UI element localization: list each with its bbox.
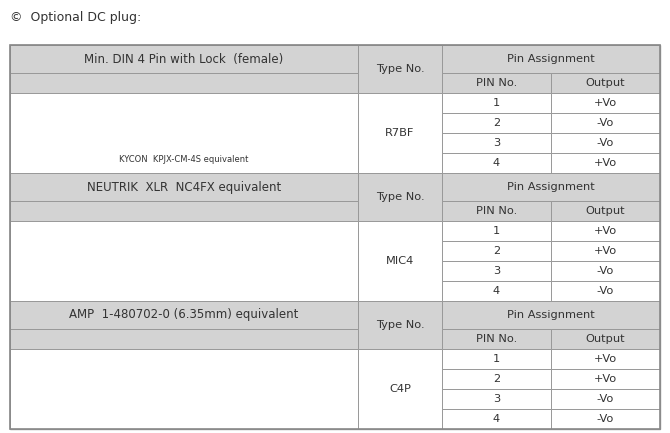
Text: +Vo: +Vo bbox=[594, 246, 617, 256]
Bar bbox=[10, 301, 358, 329]
Text: 4: 4 bbox=[493, 286, 500, 296]
Text: Output: Output bbox=[586, 78, 625, 88]
Text: -Vo: -Vo bbox=[597, 118, 614, 128]
Bar bbox=[442, 45, 660, 74]
Text: R7BF: R7BF bbox=[385, 128, 415, 138]
Bar bbox=[10, 74, 358, 94]
Bar bbox=[442, 369, 551, 389]
Text: 1: 1 bbox=[493, 226, 500, 236]
Text: -Vo: -Vo bbox=[597, 266, 614, 276]
Bar bbox=[10, 201, 358, 221]
Bar bbox=[551, 94, 660, 113]
Text: 4: 4 bbox=[493, 158, 500, 168]
Text: PIN No.: PIN No. bbox=[476, 206, 517, 216]
Bar bbox=[10, 173, 358, 201]
Text: Pin Assignment: Pin Assignment bbox=[507, 310, 595, 320]
Text: Pin Assignment: Pin Assignment bbox=[507, 182, 595, 192]
Bar bbox=[442, 241, 551, 261]
Bar bbox=[551, 113, 660, 133]
Bar bbox=[551, 74, 660, 94]
Text: 2: 2 bbox=[493, 246, 500, 256]
Text: 3: 3 bbox=[493, 266, 500, 276]
Bar bbox=[442, 133, 551, 153]
Bar bbox=[551, 369, 660, 389]
Text: Type No.: Type No. bbox=[376, 192, 424, 202]
Bar bbox=[442, 221, 551, 241]
Bar bbox=[551, 329, 660, 349]
Text: Output: Output bbox=[586, 206, 625, 216]
Text: +Vo: +Vo bbox=[594, 354, 617, 364]
Bar bbox=[442, 74, 551, 94]
Bar bbox=[551, 261, 660, 281]
Bar bbox=[10, 329, 358, 349]
Text: Output: Output bbox=[586, 334, 625, 344]
Text: -Vo: -Vo bbox=[597, 414, 614, 424]
Bar bbox=[551, 153, 660, 173]
Bar bbox=[442, 94, 551, 113]
Bar bbox=[442, 301, 660, 329]
Bar bbox=[551, 389, 660, 409]
Bar bbox=[358, 349, 442, 429]
Text: -Vo: -Vo bbox=[597, 286, 614, 296]
Bar bbox=[442, 173, 660, 201]
Bar bbox=[551, 349, 660, 369]
Bar bbox=[551, 221, 660, 241]
Text: PIN No.: PIN No. bbox=[476, 334, 517, 344]
Text: +Vo: +Vo bbox=[594, 98, 617, 108]
Bar bbox=[10, 349, 358, 429]
Text: +Vo: +Vo bbox=[594, 226, 617, 236]
Text: C4P: C4P bbox=[389, 384, 411, 394]
Bar bbox=[358, 221, 442, 301]
Text: AMP  1-480702-0 (6.35mm) equivalent: AMP 1-480702-0 (6.35mm) equivalent bbox=[69, 308, 299, 321]
Bar bbox=[10, 221, 358, 301]
Bar bbox=[358, 173, 442, 221]
Bar bbox=[551, 201, 660, 221]
Bar bbox=[442, 409, 551, 429]
Bar bbox=[10, 45, 358, 74]
Bar bbox=[442, 329, 551, 349]
Bar bbox=[10, 94, 358, 173]
Bar bbox=[358, 94, 442, 173]
Text: Min. DIN 4 Pin with Lock  (female): Min. DIN 4 Pin with Lock (female) bbox=[84, 53, 283, 66]
Bar bbox=[442, 201, 551, 221]
Text: 3: 3 bbox=[493, 394, 500, 404]
Text: +Vo: +Vo bbox=[594, 158, 617, 168]
Bar bbox=[551, 133, 660, 153]
Bar bbox=[442, 153, 551, 173]
Text: 2: 2 bbox=[493, 374, 500, 384]
Bar bbox=[442, 261, 551, 281]
Text: 2: 2 bbox=[493, 118, 500, 128]
Text: MIC4: MIC4 bbox=[386, 256, 414, 266]
Bar bbox=[10, 45, 660, 429]
Text: -Vo: -Vo bbox=[597, 394, 614, 404]
Bar bbox=[442, 281, 551, 301]
Bar bbox=[551, 241, 660, 261]
Text: NEUTRIK  XLR  NC4FX equivalent: NEUTRIK XLR NC4FX equivalent bbox=[87, 181, 281, 194]
Text: Pin Assignment: Pin Assignment bbox=[507, 55, 595, 65]
Bar bbox=[358, 45, 442, 94]
Text: KYCON  KPJX-CM-4S equivalent: KYCON KPJX-CM-4S equivalent bbox=[119, 155, 249, 164]
Bar bbox=[10, 45, 660, 429]
Bar bbox=[551, 281, 660, 301]
Bar bbox=[442, 389, 551, 409]
Bar bbox=[551, 409, 660, 429]
Bar bbox=[358, 301, 442, 349]
Text: 3: 3 bbox=[493, 138, 500, 148]
Text: PIN No.: PIN No. bbox=[476, 78, 517, 88]
Text: Type No.: Type No. bbox=[376, 320, 424, 330]
Text: Type No.: Type No. bbox=[376, 65, 424, 74]
Text: -Vo: -Vo bbox=[597, 138, 614, 148]
Text: +Vo: +Vo bbox=[594, 374, 617, 384]
Text: 4: 4 bbox=[493, 414, 500, 424]
Text: 1: 1 bbox=[493, 98, 500, 108]
Text: 1: 1 bbox=[493, 354, 500, 364]
Bar bbox=[442, 349, 551, 369]
Bar bbox=[442, 113, 551, 133]
Text: ©  Optional DC plug:: © Optional DC plug: bbox=[10, 11, 141, 24]
